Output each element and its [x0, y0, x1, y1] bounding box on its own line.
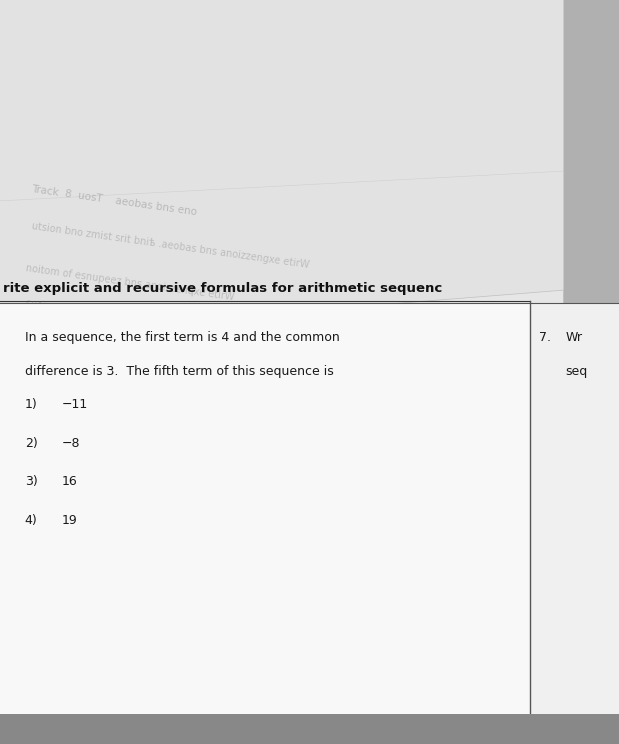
- Text: 4): 4): [25, 514, 38, 527]
- Text: Track  8  uosT    aeobas bns eno: Track 8 uosT aeobas bns eno: [31, 185, 197, 217]
- Text: 7.: 7.: [539, 331, 551, 344]
- Text: etirW: etirW: [371, 362, 400, 375]
- Text: difference is 3.  The fifth term of this sequence is: difference is 3. The fifth term of this …: [25, 365, 334, 377]
- Text: −11: −11: [62, 398, 88, 411]
- Text: Wr: Wr: [566, 331, 582, 344]
- Polygon shape: [0, 0, 563, 335]
- Text: noitom of esnupeez bns anoizzenqxe etirW: noitom of esnupeez bns anoizzenqxe etirW: [25, 263, 235, 302]
- Bar: [0, 303, 530, 744]
- Bar: [530, 303, 619, 744]
- Text: 2): 2): [25, 437, 38, 449]
- Text: seq: seq: [566, 365, 588, 377]
- Text: −8: −8: [62, 437, 80, 449]
- Bar: [0, 714, 619, 744]
- Text: 19: 19: [62, 514, 77, 527]
- Text: 16: 16: [62, 475, 77, 488]
- Polygon shape: [0, 0, 563, 744]
- Text: seonsupez oitomttirs to ot elumot tnioiilqxe etirW: seonsupez oitomttirs to ot elumot tnioii…: [25, 298, 267, 341]
- Text: utsion bno zmist srit bniѣ .aeobas bns anoizzengxe etirW: utsion bno zmist srit bniѣ .aeobas bns a…: [31, 221, 310, 270]
- Text: rite explicit and recursive formulas for arithmetic sequenc: rite explicit and recursive formulas for…: [3, 282, 443, 295]
- Text: 1): 1): [25, 398, 38, 411]
- Text: In a sequence, the first term is 4 and the common: In a sequence, the first term is 4 and t…: [25, 331, 339, 344]
- Text: aBdef: aBdef: [371, 339, 403, 353]
- Text: 3): 3): [25, 475, 38, 488]
